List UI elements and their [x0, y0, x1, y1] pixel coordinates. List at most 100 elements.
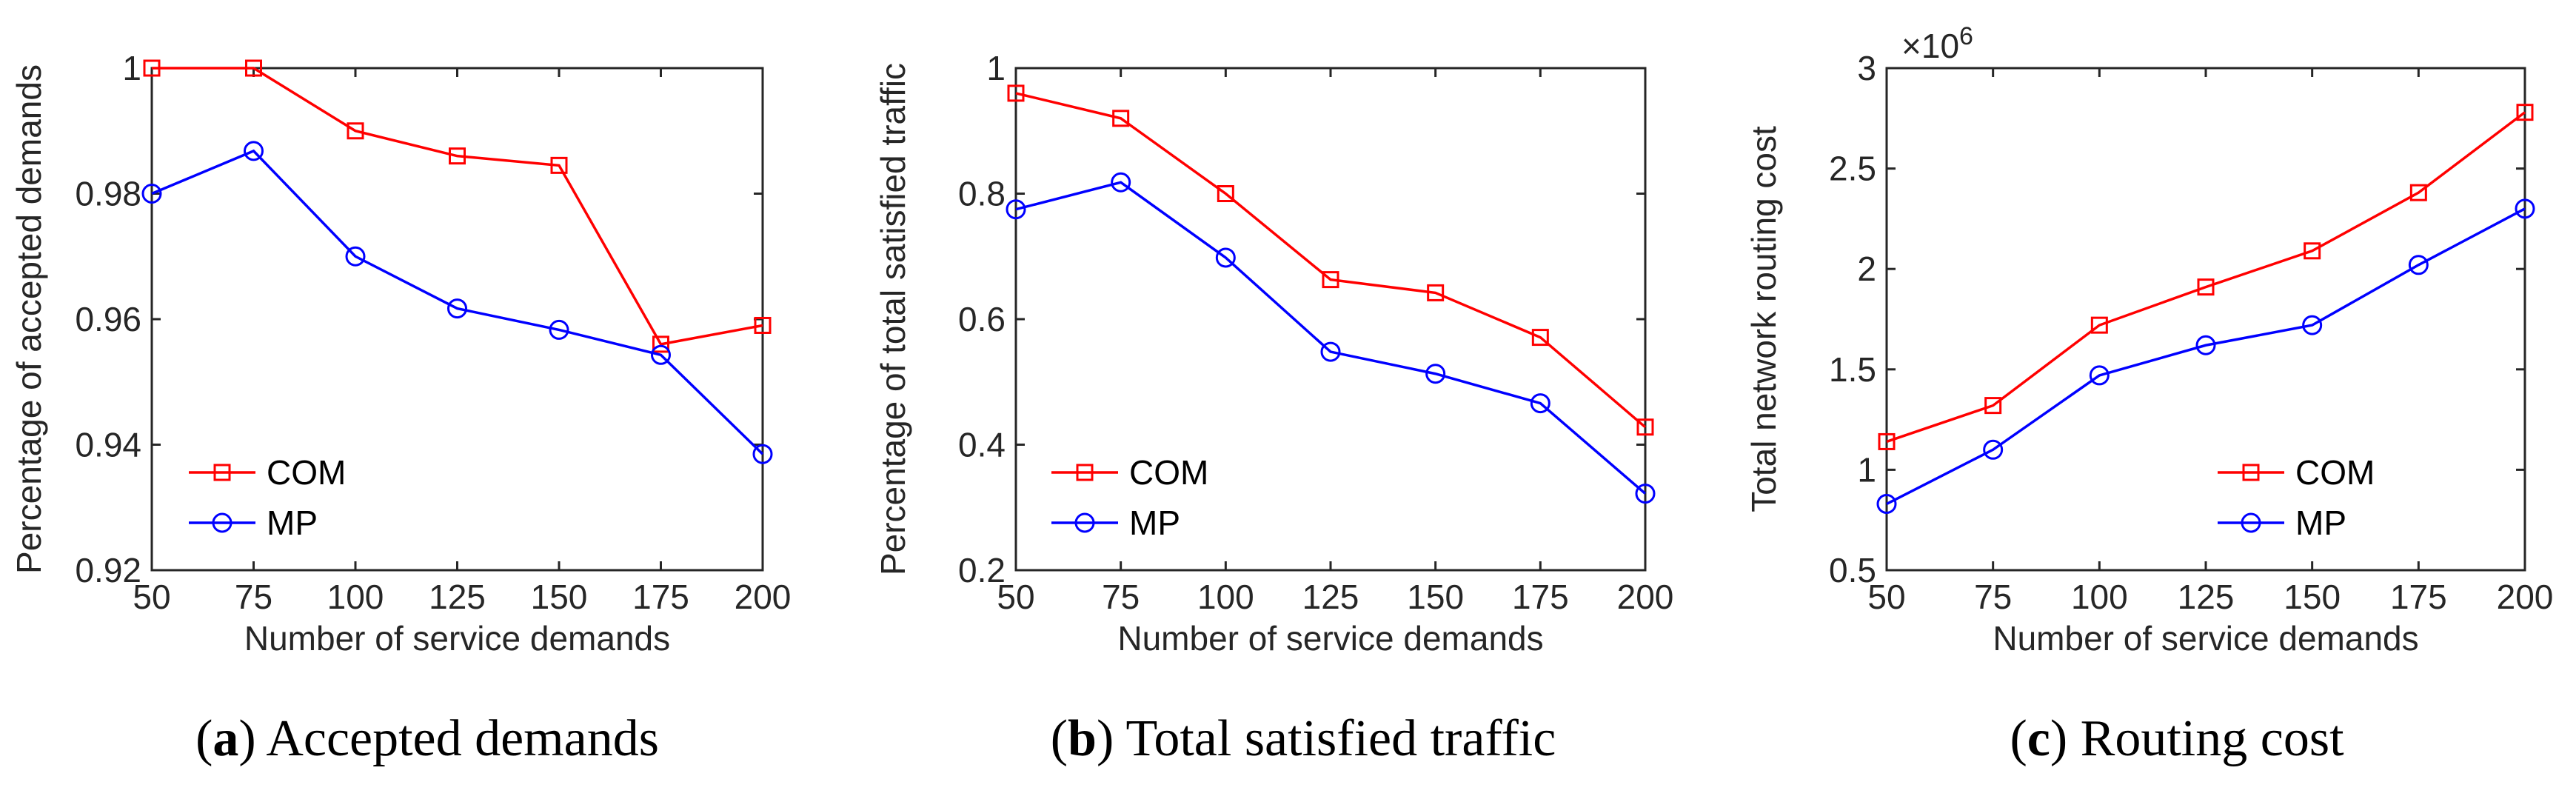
- caption-letter: c: [2027, 710, 2050, 767]
- x-tick-label: 100: [2071, 578, 2128, 616]
- legend: COM MP: [1051, 453, 1208, 542]
- data-point-com: [754, 316, 772, 334]
- series-line-com: [1015, 92, 1647, 429]
- y-tick-label: 1.5: [1829, 350, 1876, 389]
- x-tick-label: 175: [632, 578, 689, 616]
- x-tick-label: 75: [235, 578, 272, 616]
- caption-text: (: [2010, 710, 2027, 767]
- chart-panel-c: 50 75 100 125 150 175 200 0.5 1 1.5 2 2.5 3 ×106 Numbe…: [1744, 22, 2553, 767]
- x-tick-label: 150: [2284, 578, 2341, 616]
- legend-label-com: COM: [1129, 453, 1208, 492]
- series-line-mp: [1015, 181, 1647, 495]
- caption-text: (: [1051, 710, 1068, 767]
- y-tick-label: 1: [122, 49, 141, 87]
- data-point-com: [1007, 84, 1025, 102]
- series-line-com: [1886, 111, 2526, 444]
- subfigure-caption: (a) Accepted demands: [195, 710, 659, 767]
- data-point-mp: [2089, 365, 2110, 386]
- data-point-mp: [549, 319, 569, 340]
- x-tick-label: 125: [2178, 578, 2235, 616]
- series-line-com: [152, 67, 763, 346]
- series-line-mp: [1886, 207, 2526, 506]
- y-axis-label: Total network routing cost: [1744, 126, 1783, 512]
- data-point-com: [1322, 271, 1339, 289]
- legend-label-com: COM: [2295, 453, 2375, 492]
- x-tick-label: 75: [1974, 578, 2012, 616]
- subfigure-caption: (c) Routing cost: [2010, 710, 2344, 767]
- data-point-mp: [1111, 172, 1131, 193]
- data-point-mp: [345, 246, 366, 267]
- y-tick-label: 0.2: [958, 551, 1006, 589]
- y-tick-label: 0.92: [75, 551, 141, 589]
- data-point-mp: [1425, 364, 1446, 384]
- legend: COM MP: [189, 453, 346, 542]
- subfigure-caption: (b) Total satisfied traffic: [1051, 710, 1556, 767]
- y-tick-label: 2: [1857, 250, 1876, 288]
- data-point-com: [652, 335, 669, 353]
- legend-label-mp: MP: [1129, 504, 1180, 542]
- data-point-com: [2516, 104, 2534, 121]
- data-point-mp: [1983, 439, 2004, 460]
- legend-marker-com: [213, 464, 231, 481]
- data-point-mp: [1006, 199, 1026, 220]
- y-axis-label: Percentage of accepted demands: [10, 64, 48, 574]
- data-point-com: [1112, 110, 1130, 127]
- data-point-mp: [447, 298, 467, 319]
- caption-letter: b: [1068, 710, 1097, 767]
- legend-marker-mp: [2241, 512, 2261, 533]
- y-tick-label: 0.96: [75, 300, 141, 338]
- x-tick-label: 150: [1407, 578, 1464, 616]
- data-point-com: [1427, 284, 1445, 301]
- data-point-mp: [2408, 255, 2429, 275]
- caption-text: ) Total satisfied traffic: [1097, 710, 1556, 767]
- data-point-mp: [141, 184, 162, 204]
- plot-area: [150, 67, 764, 572]
- y-tick-label: 0.5: [1829, 551, 1876, 589]
- data-point-com: [550, 156, 568, 174]
- data-point-mp: [752, 444, 773, 464]
- legend-label-com: COM: [267, 453, 346, 492]
- y-tick-label: 3: [1857, 49, 1876, 87]
- y-axis-label: Percentage of total satisfied traffic: [874, 63, 912, 575]
- x-tick-label: 50: [997, 578, 1034, 616]
- y-tick-label: 2.5: [1829, 150, 1876, 188]
- y-exponent-power: 6: [1959, 22, 1973, 50]
- x-tick-label: 125: [1302, 578, 1359, 616]
- data-point-com: [2090, 316, 2108, 334]
- caption-text: ) Accepted demands: [238, 710, 659, 767]
- data-point-com: [347, 122, 364, 140]
- legend-label-mp: MP: [267, 504, 318, 542]
- data-point-com: [449, 147, 466, 165]
- data-point-mp: [2195, 335, 2216, 355]
- legend-marker-com: [2242, 464, 2260, 481]
- x-axis-label: Number of service demands: [1117, 619, 1543, 658]
- data-point-mp: [244, 141, 264, 161]
- data-point-com: [143, 59, 161, 77]
- data-point-com: [1636, 418, 1654, 436]
- x-tick-label: 200: [1617, 578, 1674, 616]
- x-tick-label: 200: [2497, 578, 2554, 616]
- legend-marker-com: [1076, 464, 1094, 481]
- legend-marker-mp: [212, 512, 232, 533]
- caption-text: (: [195, 710, 213, 767]
- plot-area: [1885, 67, 2526, 572]
- chart-panel-b: 50 75 100 125 150 175 200 0.2 0.4 0.6 0.8 1 Number o…: [874, 49, 1673, 767]
- x-tick-label: 125: [429, 578, 486, 616]
- data-point-mp: [1215, 247, 1236, 268]
- data-point-com: [2304, 242, 2321, 260]
- legend-label-mp: MP: [2295, 504, 2346, 542]
- series-line-mp: [151, 149, 764, 455]
- y-tick-label: 0.4: [958, 426, 1006, 464]
- data-point-com: [1878, 432, 1896, 450]
- data-point-com: [1984, 397, 2002, 415]
- data-point-mp: [2515, 198, 2535, 219]
- x-tick-label: 100: [327, 578, 384, 616]
- caption-text: ) Routing cost: [2050, 710, 2344, 767]
- x-axis-label: Number of service demands: [244, 619, 670, 658]
- x-tick-label: 175: [1512, 578, 1569, 616]
- legend: COM MP: [2218, 453, 2375, 542]
- x-tick-label: 200: [735, 578, 792, 616]
- y-tick-label: 0.6: [958, 300, 1006, 338]
- data-point-mp: [1530, 393, 1550, 414]
